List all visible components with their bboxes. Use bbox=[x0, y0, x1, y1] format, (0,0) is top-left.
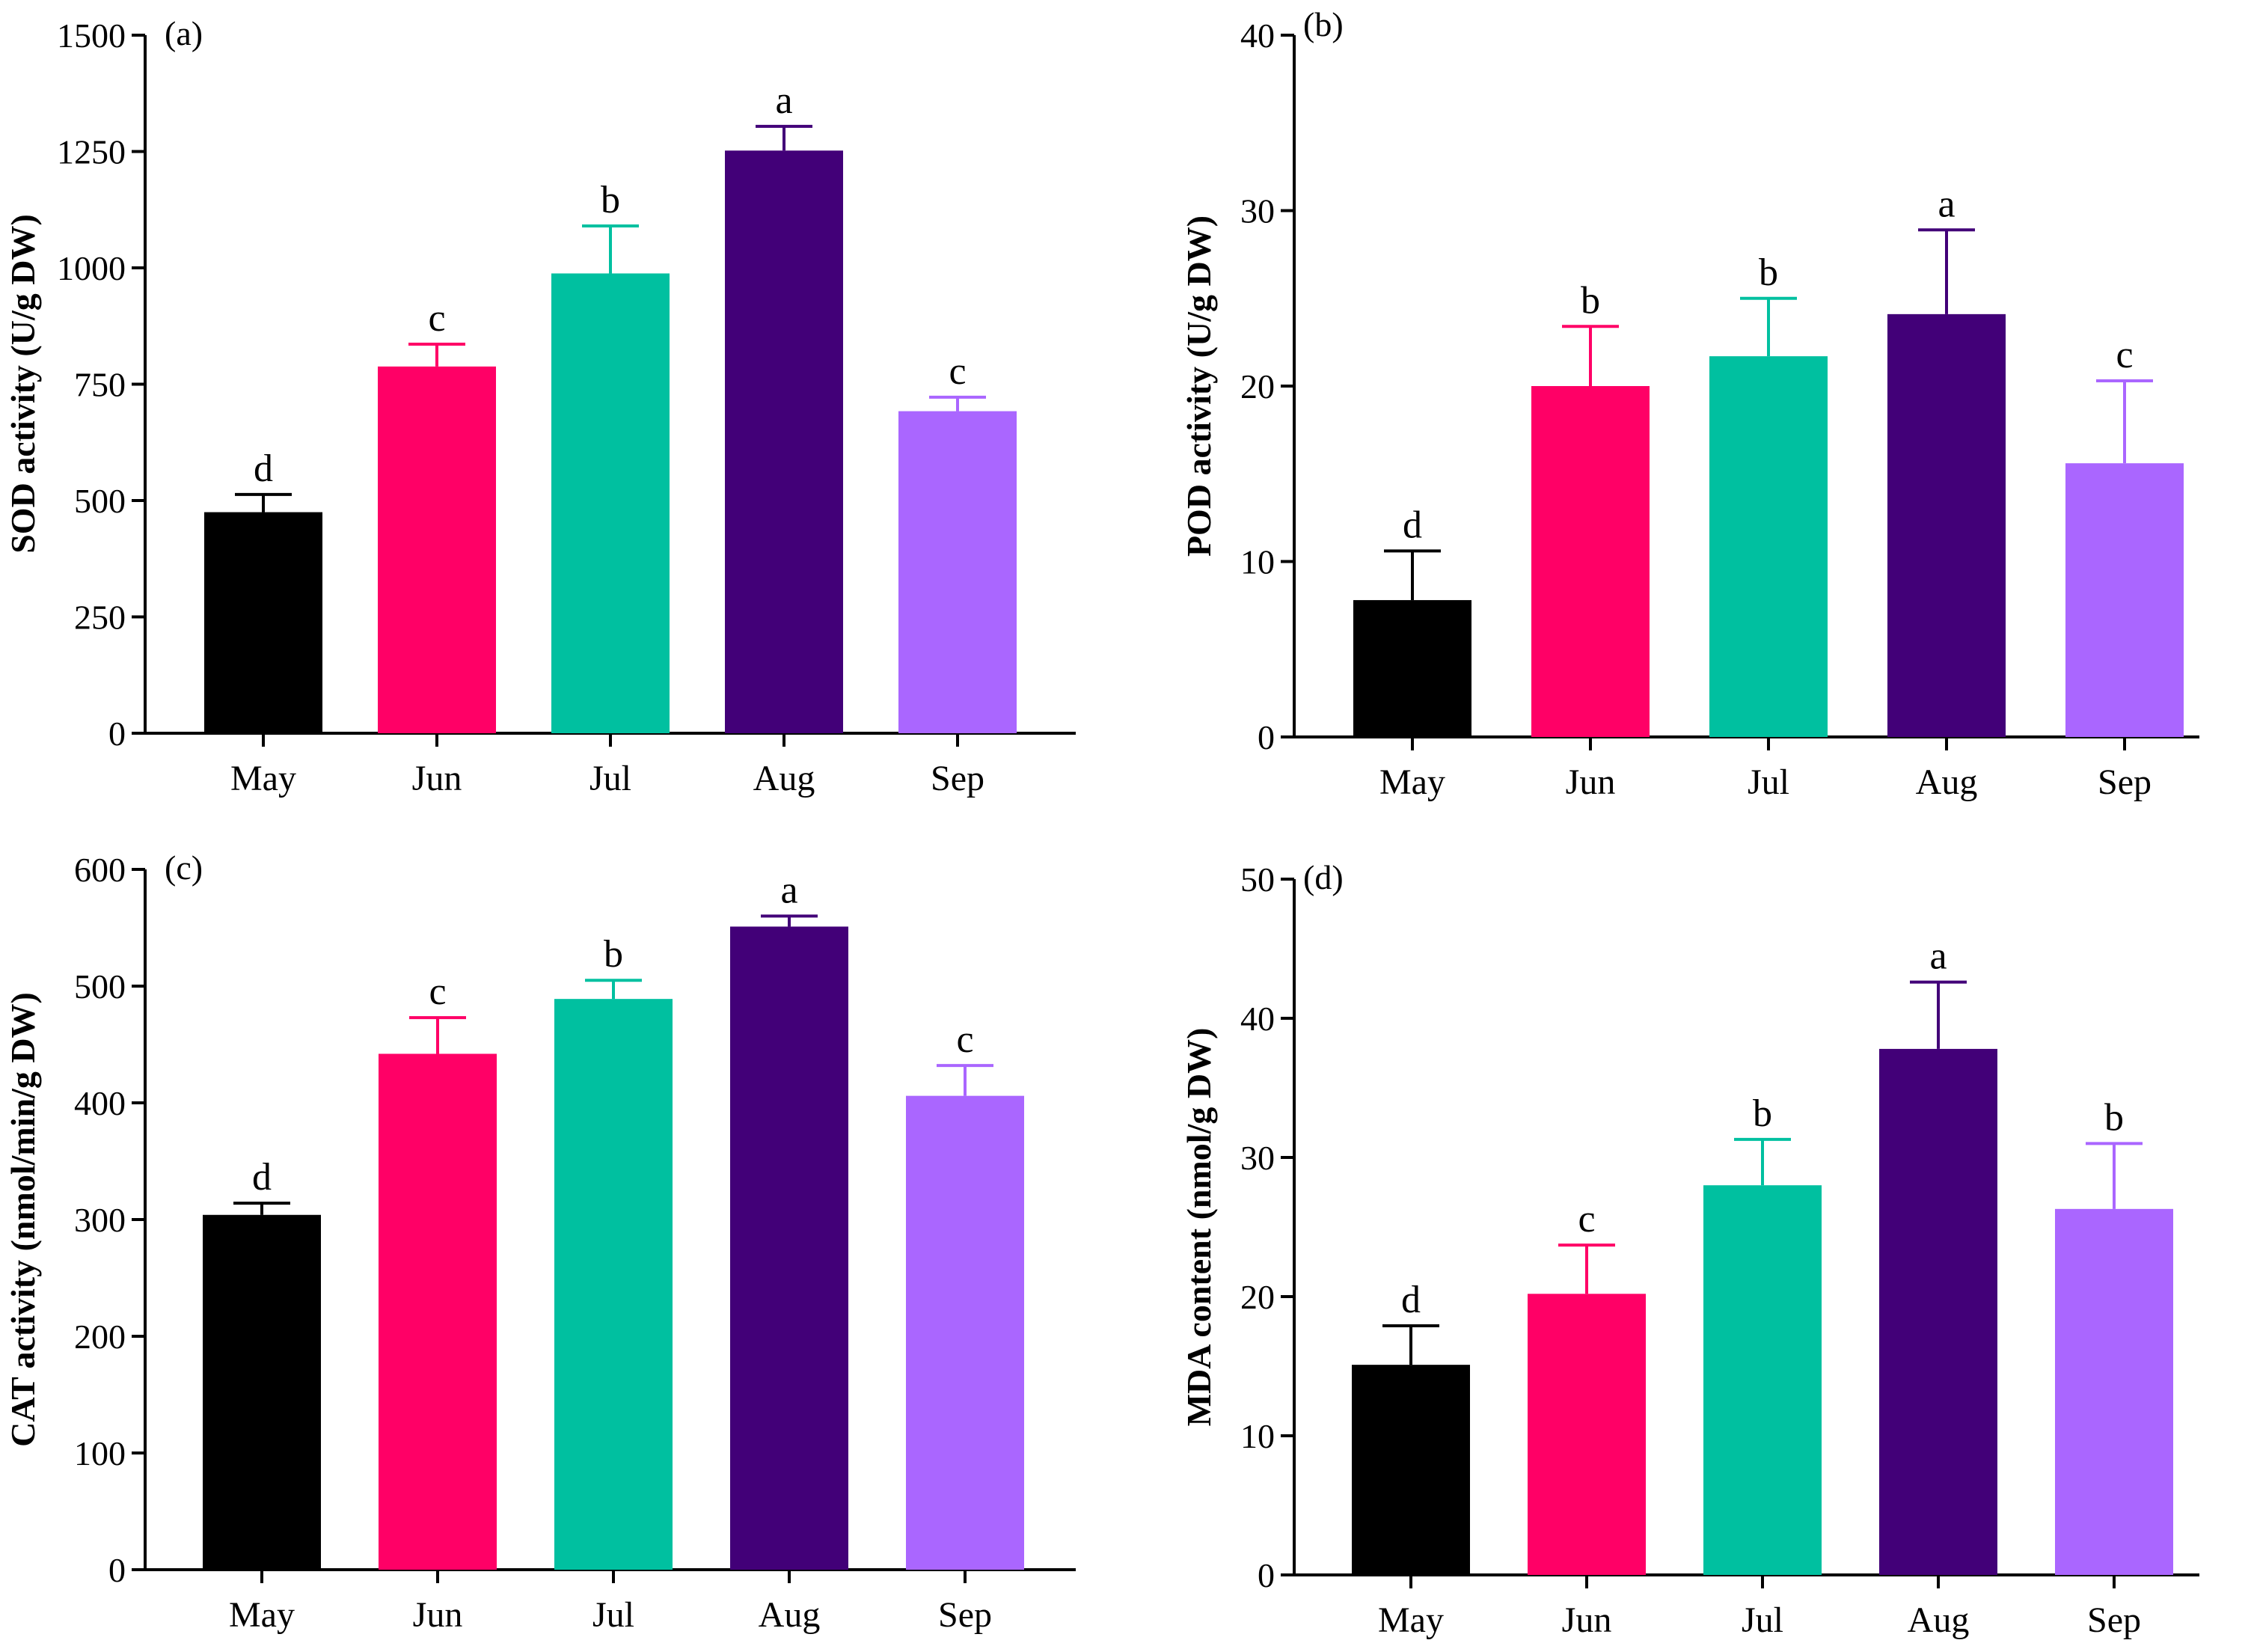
significance-label: d bbox=[252, 1156, 272, 1199]
significance-label: b bbox=[2104, 1096, 2124, 1139]
y-tick-label: 300 bbox=[74, 1201, 126, 1239]
y-tick-label: 40 bbox=[1240, 1000, 1275, 1038]
bar-sep bbox=[898, 411, 1017, 733]
bar-may bbox=[1353, 600, 1471, 737]
y-tick-label: 200 bbox=[74, 1318, 126, 1356]
y-tick-label: 250 bbox=[74, 599, 126, 637]
y-tick-label: 750 bbox=[74, 366, 126, 404]
significance-label: c bbox=[956, 1018, 973, 1061]
y-tick-label: 30 bbox=[1240, 1139, 1275, 1177]
x-tick-label: Sep bbox=[2098, 762, 2152, 802]
x-tick-label: Jun bbox=[413, 1595, 463, 1635]
x-tick-label: Jun bbox=[1566, 762, 1616, 802]
significance-label: a bbox=[1938, 183, 1955, 225]
bar-jul bbox=[551, 273, 670, 733]
panel-label: (b) bbox=[1303, 5, 1344, 43]
significance-label: c bbox=[428, 297, 445, 340]
y-tick-label: 1250 bbox=[57, 133, 126, 171]
y-tick-label: 50 bbox=[1240, 860, 1275, 899]
x-tick-label: May bbox=[229, 1595, 295, 1635]
significance-label: b bbox=[1581, 279, 1600, 322]
x-tick-label: Jul bbox=[1742, 1600, 1783, 1640]
bar-may bbox=[1352, 1365, 1470, 1575]
y-tick-label: 20 bbox=[1240, 367, 1275, 406]
y-tick-label: 100 bbox=[74, 1434, 126, 1472]
significance-label: a bbox=[775, 79, 792, 122]
x-tick-label: Jul bbox=[1748, 762, 1789, 802]
bar-aug bbox=[730, 926, 848, 1570]
significance-label: d bbox=[254, 447, 273, 490]
y-tick-label: 0 bbox=[1258, 1556, 1275, 1594]
y-tick-label: 0 bbox=[108, 1551, 126, 1589]
y-tick-label: 500 bbox=[74, 967, 126, 1006]
y-tick-label: 1500 bbox=[57, 16, 126, 55]
significance-label: c bbox=[949, 350, 966, 393]
bar-jun bbox=[1531, 386, 1650, 737]
bar-sep bbox=[906, 1095, 1024, 1570]
y-tick-label: 1000 bbox=[57, 249, 126, 287]
x-tick-label: Aug bbox=[759, 1595, 821, 1635]
significance-label: d bbox=[1403, 504, 1422, 546]
significance-label: b bbox=[1753, 1092, 1772, 1135]
y-tick-label: 10 bbox=[1240, 543, 1275, 581]
chart-panel-d: 0 10 20 30 40 50 MDA content (nmol/g DW) (d) d Ma… bbox=[1180, 858, 2199, 1640]
y-tick-label: 0 bbox=[108, 715, 126, 753]
x-tick-label: Aug bbox=[1908, 1600, 1970, 1640]
x-tick-label: Sep bbox=[931, 759, 984, 798]
x-tick-label: Sep bbox=[2087, 1600, 2141, 1640]
panel-label: (a) bbox=[165, 14, 203, 52]
bar-jul bbox=[554, 999, 673, 1570]
y-tick-label: 500 bbox=[74, 482, 126, 520]
x-tick-label: Jul bbox=[592, 1595, 634, 1635]
bar-aug bbox=[1887, 313, 2006, 738]
x-tick-label: Sep bbox=[938, 1595, 992, 1635]
bar-jun bbox=[379, 1053, 497, 1570]
bar-jul bbox=[1709, 356, 1828, 737]
bar-jun bbox=[378, 366, 496, 733]
significance-label: c bbox=[2116, 334, 2133, 376]
x-tick-label: Jul bbox=[589, 759, 631, 798]
bar-aug bbox=[725, 150, 843, 734]
chart-panel-c: 0 100 200 300 400 500 600 CAT activity (nmol/mi… bbox=[4, 848, 1076, 1635]
significance-label: b bbox=[604, 933, 623, 976]
y-axis-label: SOD activity (U/g DW) bbox=[4, 214, 42, 554]
bar-sep bbox=[2065, 463, 2184, 737]
significance-label: b bbox=[601, 179, 620, 221]
x-tick-label: Jun bbox=[412, 759, 462, 798]
y-tick-label: 20 bbox=[1240, 1278, 1275, 1316]
significance-label: a bbox=[780, 869, 797, 911]
x-tick-label: May bbox=[1378, 1600, 1444, 1640]
x-tick-label: Aug bbox=[1916, 762, 1978, 802]
chart-panel-a: 0 250 500 750 1000 1250 1500 SOD activity (U/g … bbox=[4, 14, 1076, 798]
y-axis-label: POD activity (U/g DW) bbox=[1180, 215, 1218, 557]
y-tick-label: 40 bbox=[1240, 16, 1275, 55]
y-tick-label: 30 bbox=[1240, 192, 1275, 230]
y-axis-label: CAT activity (nmol/min/g DW) bbox=[4, 992, 42, 1447]
y-tick-label: 400 bbox=[74, 1084, 126, 1122]
significance-label: a bbox=[1929, 935, 1947, 978]
significance-label: c bbox=[429, 970, 446, 1013]
bar-jul bbox=[1703, 1185, 1822, 1575]
y-tick-label: 600 bbox=[74, 851, 126, 889]
bar-jun bbox=[1528, 1294, 1646, 1575]
y-tick-label: 0 bbox=[1258, 718, 1275, 756]
significance-label: c bbox=[1578, 1198, 1595, 1240]
bar-aug bbox=[1879, 1048, 1997, 1575]
panel-label: (c) bbox=[165, 848, 203, 887]
chart-panel-b: 0 10 20 30 40 POD activity (U/g DW) (b) d May b Ju… bbox=[1180, 5, 2199, 802]
bar-may bbox=[203, 1214, 321, 1570]
x-tick-label: Aug bbox=[753, 759, 815, 798]
bar-sep bbox=[2055, 1208, 2173, 1575]
panel-label: (d) bbox=[1303, 858, 1344, 896]
significance-label: d bbox=[1401, 1279, 1421, 1321]
x-tick-label: Jun bbox=[1562, 1600, 1612, 1640]
x-tick-label: May bbox=[1379, 762, 1445, 802]
y-tick-label: 10 bbox=[1240, 1417, 1275, 1455]
x-tick-label: May bbox=[230, 759, 296, 798]
y-axis-label: MDA content (nmol/g DW) bbox=[1180, 1028, 1218, 1427]
significance-label: b bbox=[1759, 251, 1778, 294]
bar-may bbox=[204, 512, 322, 733]
